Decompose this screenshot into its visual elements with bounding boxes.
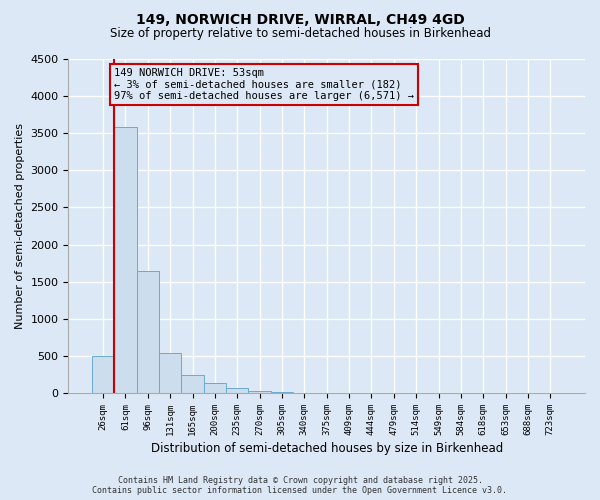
Bar — [226, 388, 248, 393]
X-axis label: Distribution of semi-detached houses by size in Birkenhead: Distribution of semi-detached houses by … — [151, 442, 503, 455]
Text: 149, NORWICH DRIVE, WIRRAL, CH49 4GD: 149, NORWICH DRIVE, WIRRAL, CH49 4GD — [136, 12, 464, 26]
Text: Contains HM Land Registry data © Crown copyright and database right 2025.
Contai: Contains HM Land Registry data © Crown c… — [92, 476, 508, 495]
Text: 149 NORWICH DRIVE: 53sqm
← 3% of semi-detached houses are smaller (182)
97% of s: 149 NORWICH DRIVE: 53sqm ← 3% of semi-de… — [114, 68, 414, 101]
Bar — [204, 382, 226, 393]
Bar — [92, 356, 114, 393]
Bar — [159, 354, 181, 393]
Y-axis label: Number of semi-detached properties: Number of semi-detached properties — [15, 123, 25, 329]
Bar — [114, 126, 137, 393]
Bar — [137, 270, 159, 393]
Text: Size of property relative to semi-detached houses in Birkenhead: Size of property relative to semi-detach… — [110, 28, 491, 40]
Bar — [181, 375, 204, 393]
Bar — [248, 391, 271, 393]
Bar — [271, 392, 293, 393]
